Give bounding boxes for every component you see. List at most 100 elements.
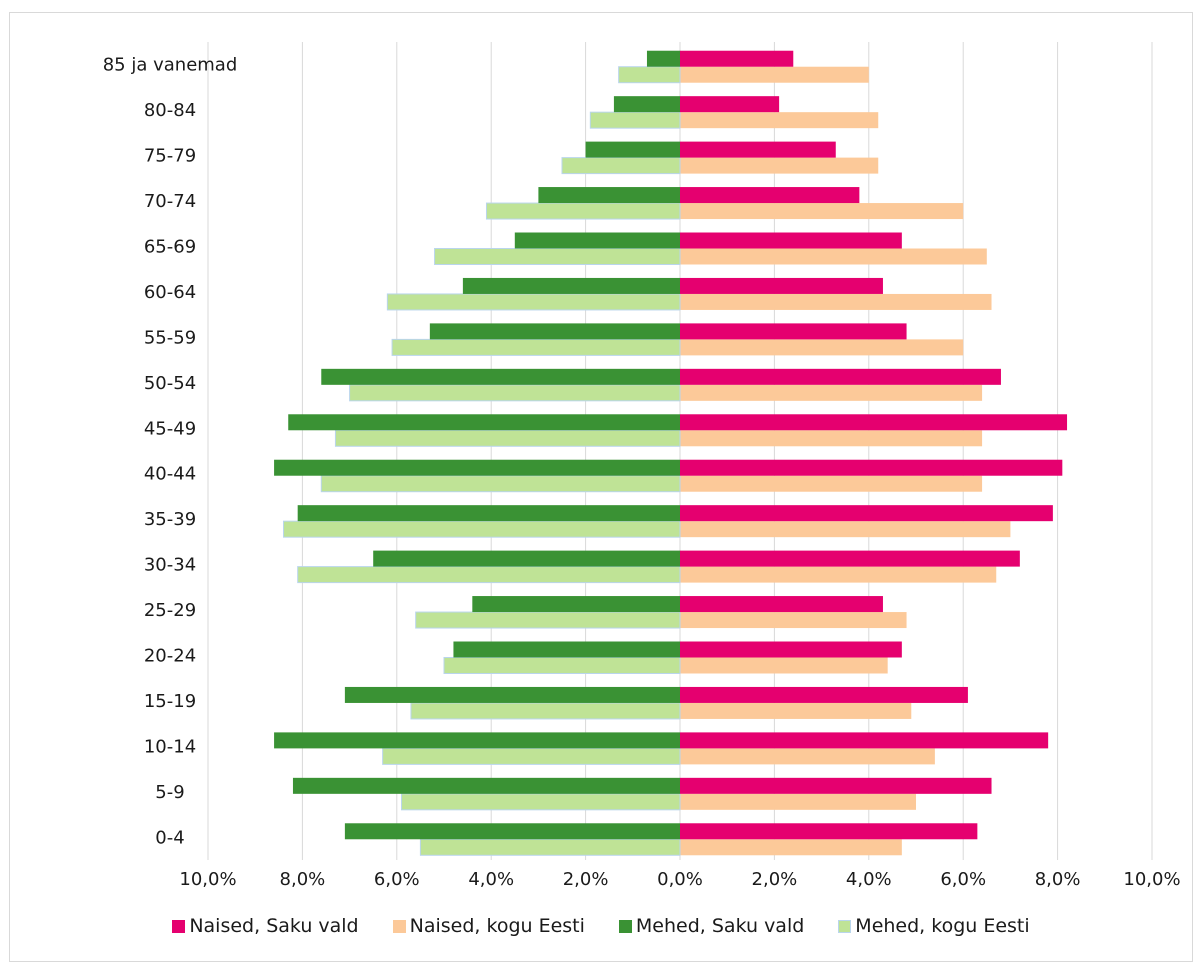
bar-men-saku xyxy=(274,459,680,476)
bar-women-saku xyxy=(680,50,794,67)
bar-men-saku xyxy=(344,823,680,840)
bar-women-estonia xyxy=(680,203,964,220)
bar-men-estonia xyxy=(283,520,681,538)
bar-women-saku xyxy=(680,187,860,204)
bar-men-saku xyxy=(613,96,680,113)
bar-women-estonia xyxy=(680,112,879,129)
bar-men-saku xyxy=(646,50,680,67)
bar-men-estonia xyxy=(485,202,681,220)
bar-men-estonia xyxy=(443,657,681,674)
legend: Naised, Saku vald Naised, kogu Eesti Meh… xyxy=(0,906,1202,946)
category-label: 20-24 xyxy=(144,646,196,667)
category-labels: 0-4 5-9 10-14 15-19 20-24 25-29 30-34 35-39 40-4… xyxy=(103,55,238,849)
category-label: 10-14 xyxy=(144,736,196,757)
bar-women-saku xyxy=(680,550,1020,567)
legend-swatch-men-saku xyxy=(618,919,632,933)
legend-swatch-women-estonia xyxy=(392,919,406,933)
bars xyxy=(274,50,1068,856)
bar-men-estonia xyxy=(561,157,681,175)
bar-women-estonia xyxy=(680,702,912,719)
bar-women-saku xyxy=(680,96,780,113)
bar-men-estonia xyxy=(297,566,681,584)
bar-women-estonia xyxy=(680,248,987,265)
bar-women-saku xyxy=(680,641,902,658)
bar-men-saku xyxy=(514,232,680,249)
bar-men-estonia xyxy=(382,747,681,765)
category-label: 80-84 xyxy=(144,100,196,121)
x-tick-label: 6,0% xyxy=(374,869,420,890)
x-tick-label: 10,0% xyxy=(1123,869,1180,890)
category-label: 65-69 xyxy=(144,237,196,258)
bar-men-saku xyxy=(274,732,680,749)
bar-men-saku xyxy=(472,596,680,613)
bar-women-estonia xyxy=(680,521,1011,538)
bar-women-estonia xyxy=(680,157,879,174)
legend-swatch-men-estonia xyxy=(838,919,852,933)
bar-women-estonia xyxy=(680,384,983,401)
x-tick-label: 4,0% xyxy=(846,869,892,890)
bar-women-saku xyxy=(680,732,1049,749)
bar-men-saku xyxy=(288,414,680,431)
legend-swatch-women-saku xyxy=(172,919,186,933)
legend-label-women-saku: Naised, Saku vald xyxy=(189,915,359,937)
x-tick-label: 4,0% xyxy=(468,869,514,890)
bar-men-estonia xyxy=(410,702,681,720)
category-label: 75-79 xyxy=(144,146,196,167)
category-label: 25-29 xyxy=(144,600,196,621)
category-label: 50-54 xyxy=(144,373,196,394)
category-label: 70-74 xyxy=(144,191,196,212)
category-label: 5-9 xyxy=(155,782,184,803)
bar-women-saku xyxy=(680,505,1053,522)
legend-label-men-estonia: Mehed, kogu Eesti xyxy=(855,915,1030,937)
bar-men-saku xyxy=(321,368,680,385)
x-tick-label: 8,0% xyxy=(1035,869,1081,890)
bar-men-estonia xyxy=(334,429,681,447)
bar-men-saku xyxy=(462,277,680,294)
category-label: 55-59 xyxy=(144,327,196,348)
legend-label-women-estonia: Naised, kogu Eesti xyxy=(409,915,585,937)
category-label: 85 ja vanemad xyxy=(103,55,238,76)
bar-women-estonia xyxy=(680,66,869,83)
bar-women-saku xyxy=(680,323,907,340)
bar-women-estonia xyxy=(680,475,983,492)
gridlines xyxy=(207,42,1153,860)
bar-women-saku xyxy=(680,459,1063,476)
bar-women-saku xyxy=(680,777,992,794)
bar-men-saku xyxy=(538,187,680,204)
x-tick-labels: 10,0% 8,0% 6,0% 4,0% 2,0% 0,0% 2,0% 4,0% 6,0% 8,0… xyxy=(179,869,1180,890)
bar-men-saku xyxy=(373,550,680,567)
bar-men-estonia xyxy=(618,66,681,84)
bar-women-estonia xyxy=(680,430,983,447)
bar-men-saku xyxy=(297,505,680,522)
bar-women-estonia xyxy=(680,612,907,629)
bar-women-estonia xyxy=(680,748,935,765)
bar-women-estonia xyxy=(680,839,902,856)
bar-women-saku xyxy=(680,686,968,703)
bar-women-saku xyxy=(680,596,883,613)
bar-men-estonia xyxy=(589,111,681,129)
legend-item-men-estonia: Mehed, kogu Eesti xyxy=(838,915,1030,937)
bar-women-saku xyxy=(680,414,1068,431)
category-label: 30-34 xyxy=(144,555,196,576)
x-tick-label: 2,0% xyxy=(563,869,609,890)
bar-men-estonia xyxy=(386,293,681,311)
category-label: 15-19 xyxy=(144,691,196,712)
x-tick-label: 2,0% xyxy=(752,869,798,890)
legend-label-men-saku: Mehed, Saku vald xyxy=(635,915,805,937)
bar-women-saku xyxy=(680,823,978,840)
bar-men-estonia xyxy=(415,611,681,629)
bar-men-estonia xyxy=(349,384,681,402)
bar-men-saku xyxy=(344,686,680,703)
category-label: 45-49 xyxy=(144,418,196,439)
legend-item-women-saku: Naised, Saku vald xyxy=(172,915,359,937)
bar-men-saku xyxy=(429,323,680,340)
bar-women-saku xyxy=(680,232,902,249)
x-tick-label: 6,0% xyxy=(940,869,986,890)
bar-women-saku xyxy=(680,277,883,294)
x-tick-label: 0,0% xyxy=(657,869,703,890)
bar-women-saku xyxy=(680,141,836,158)
bar-men-saku xyxy=(292,777,680,794)
bar-men-saku xyxy=(585,141,680,158)
bar-men-estonia xyxy=(320,475,681,493)
category-label: 40-44 xyxy=(144,464,196,485)
